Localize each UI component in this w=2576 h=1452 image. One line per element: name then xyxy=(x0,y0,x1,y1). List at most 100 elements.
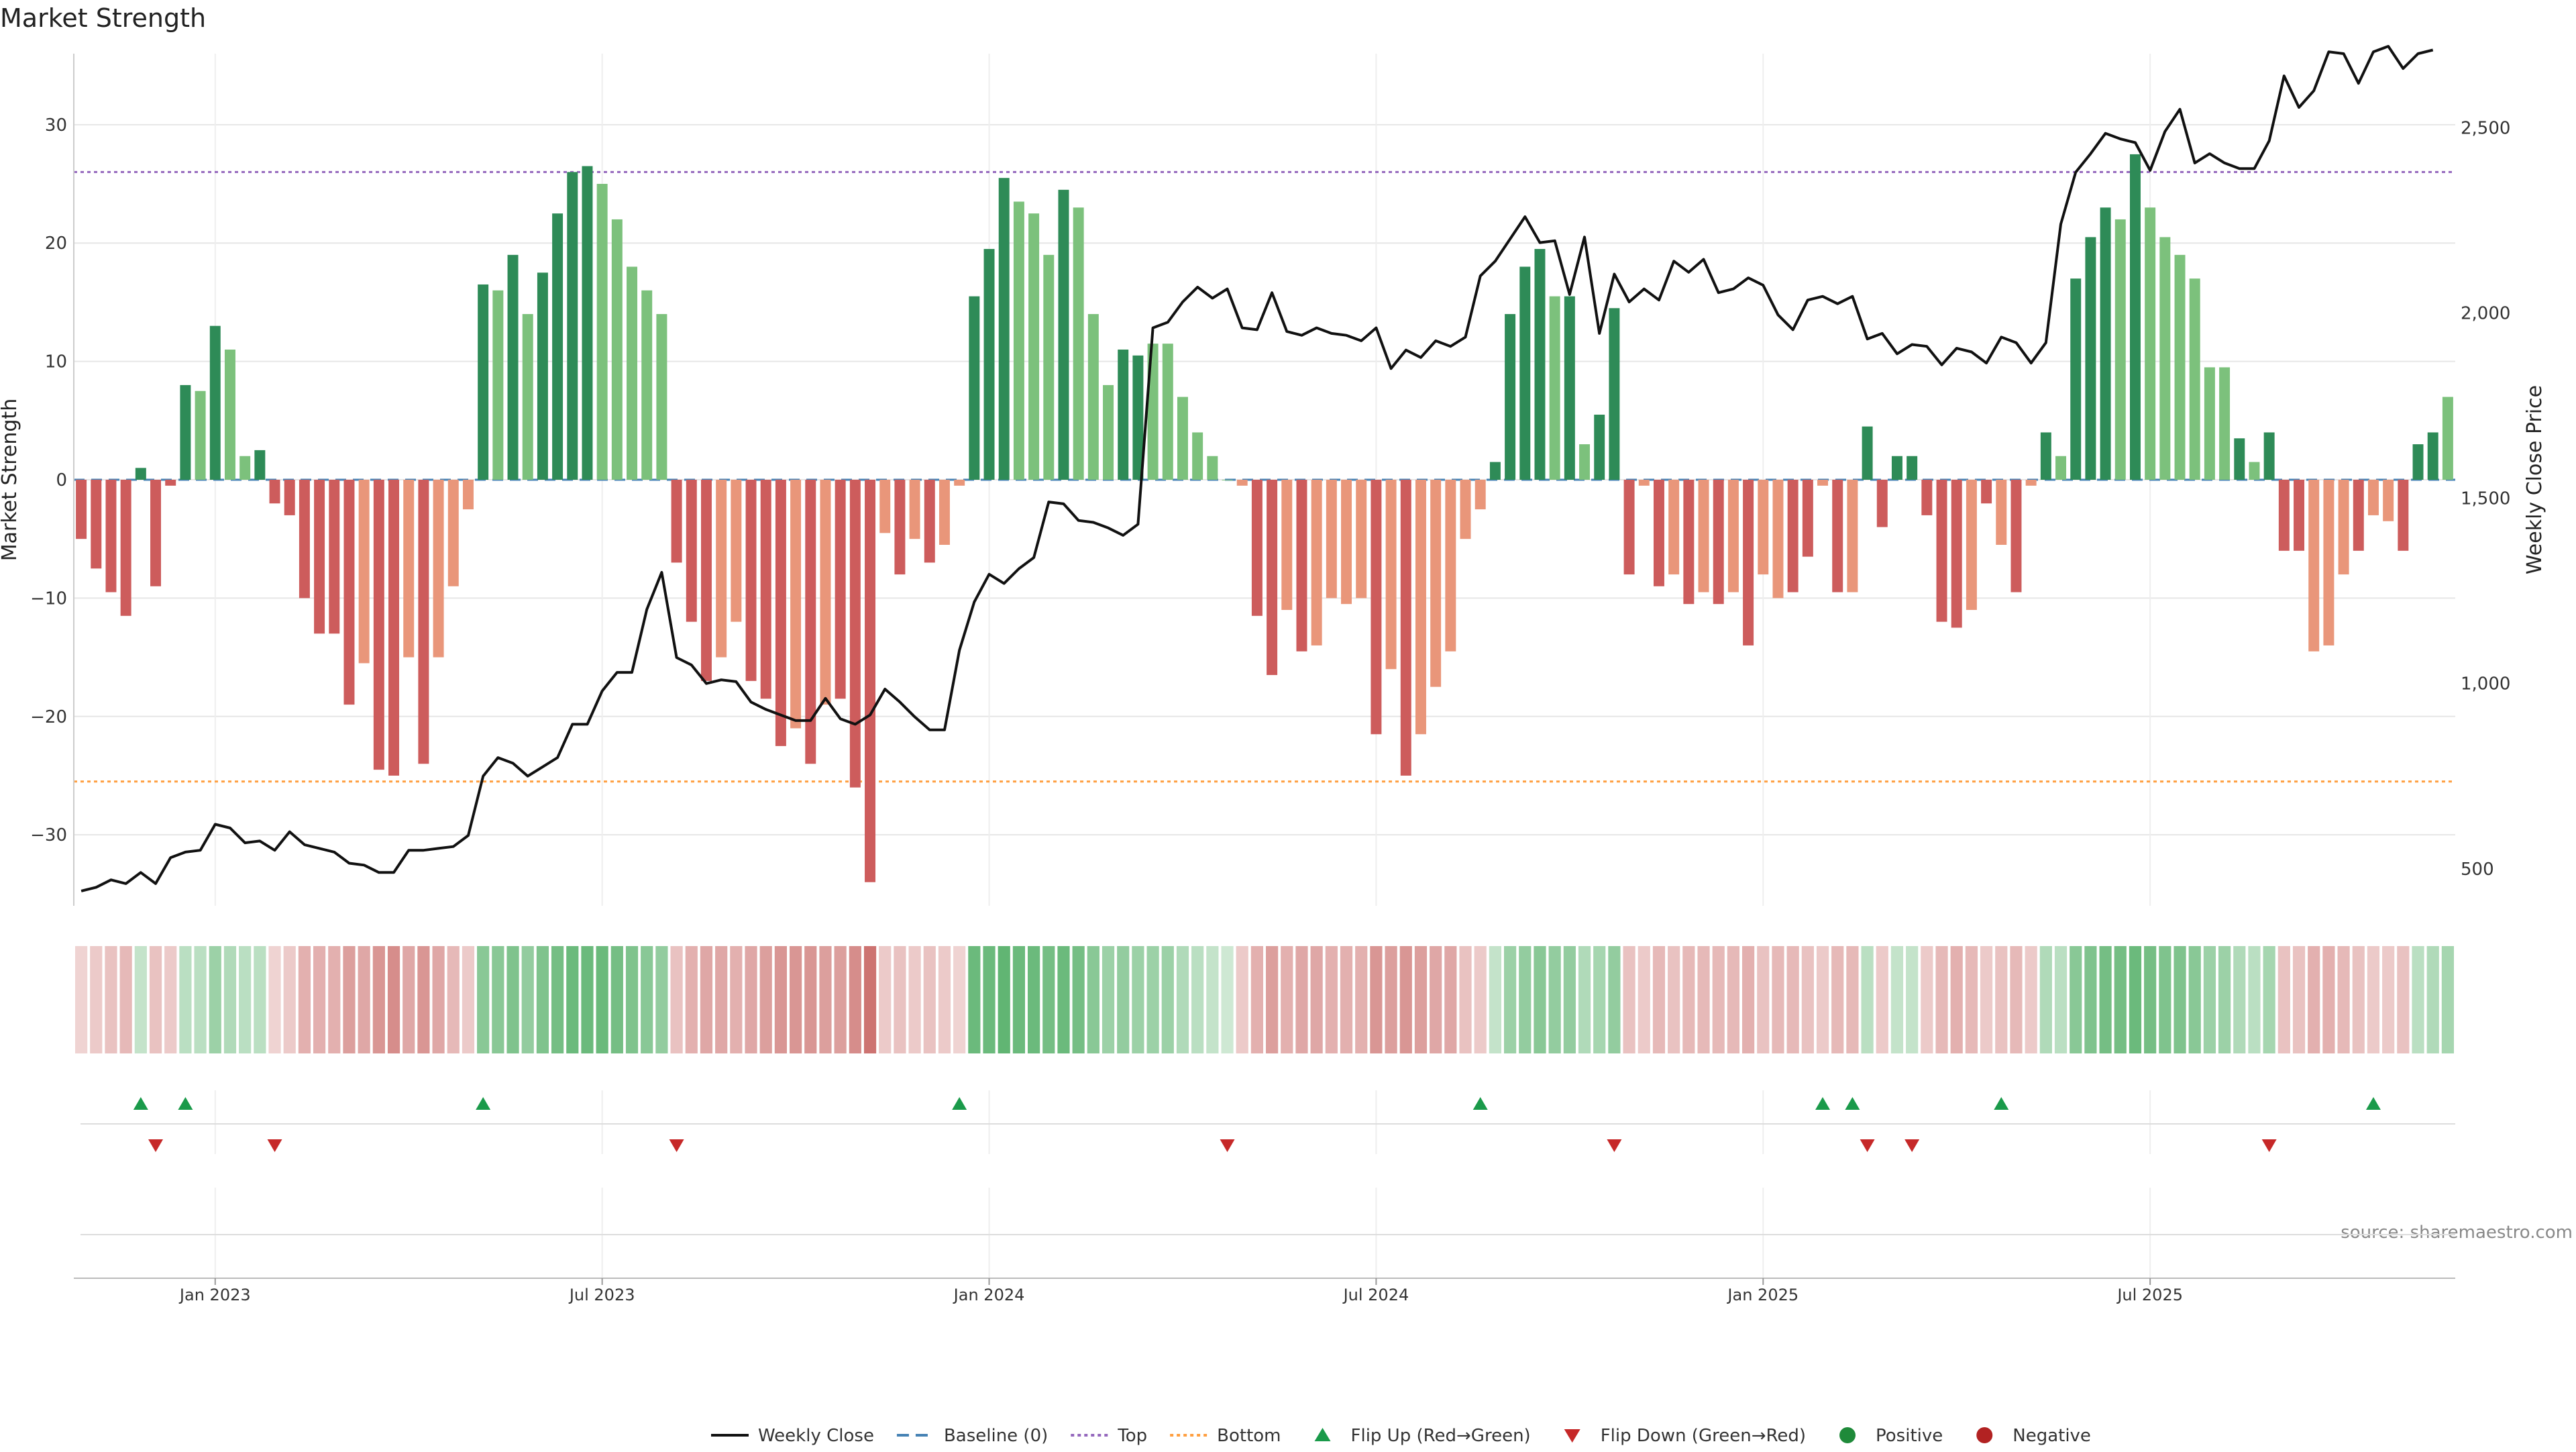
heat-cell xyxy=(209,946,221,1053)
heat-cell xyxy=(1712,946,1725,1053)
strength-bar xyxy=(1177,397,1188,480)
strength-bar xyxy=(1519,266,1531,480)
strength-bar xyxy=(2204,367,2215,480)
heat-cell xyxy=(789,946,802,1053)
heat-cell xyxy=(551,946,564,1053)
legend-swatch-tri-down xyxy=(1564,1429,1580,1443)
heat-cell xyxy=(1668,946,1680,1053)
heat-cell xyxy=(1965,946,1978,1053)
strength-bar xyxy=(195,391,206,480)
strength-bar xyxy=(2308,480,2320,652)
flip-up-marker xyxy=(1472,1097,1488,1110)
heat-cell xyxy=(655,946,668,1053)
heat-cell xyxy=(1950,946,1963,1053)
heat-cell xyxy=(1741,946,1755,1053)
heat-cell xyxy=(2441,946,2455,1053)
strength-bar xyxy=(2234,438,2245,480)
strength-bar xyxy=(1668,480,1680,575)
heat-cell xyxy=(1444,946,1457,1053)
legend-label: Flip Down (Green→Red) xyxy=(1601,1426,1806,1446)
x-axis: Jan 2023 Jul 2023 Jan 2024 Jul 2024 Jan 2025… xyxy=(74,1278,2455,1304)
heat-cell xyxy=(2084,946,2097,1053)
strength-bar xyxy=(1727,480,1739,592)
flip-down-marker xyxy=(669,1139,684,1152)
strength-bar xyxy=(1876,480,1888,527)
strength-bar xyxy=(1073,207,1084,480)
strength-bar xyxy=(343,480,355,705)
flip-up-marker xyxy=(178,1097,193,1110)
heat-cell xyxy=(625,946,639,1053)
legend-label: Flip Up (Red→Green) xyxy=(1351,1426,1531,1446)
heat-cell xyxy=(2397,946,2410,1053)
heat-cell xyxy=(968,946,981,1053)
chart-title: Market Strength xyxy=(0,3,206,33)
strength-bar xyxy=(388,480,400,776)
y-tick-label: −10 xyxy=(30,588,67,609)
strength-bar xyxy=(1638,480,1650,486)
strength-bar xyxy=(2249,462,2260,480)
heat-cell xyxy=(239,946,252,1053)
heat-cell xyxy=(923,946,936,1053)
flip-up-marker xyxy=(1815,1097,1831,1110)
heat-cell xyxy=(1146,946,1159,1053)
heat-cell xyxy=(2159,946,2171,1053)
flip-down-marker xyxy=(1607,1139,1622,1152)
legend-item: Negative xyxy=(1976,1426,2091,1446)
strength-bar xyxy=(938,480,950,546)
strength-bar xyxy=(1460,480,1471,539)
heat-cell xyxy=(1801,946,1814,1053)
legend-label: Weekly Close xyxy=(758,1426,874,1446)
heat-cell xyxy=(1652,946,1666,1053)
strength-bar xyxy=(2442,397,2453,480)
legend-item: Baseline (0) xyxy=(896,1426,1048,1446)
strength-bar xyxy=(2353,480,2364,551)
heat-cell xyxy=(1295,946,1308,1053)
strength-bar xyxy=(700,480,712,681)
strength-bar xyxy=(1192,432,1203,480)
strength-bar xyxy=(1981,480,1992,504)
strength-bar xyxy=(2427,432,2438,480)
strength-bar xyxy=(1087,314,1099,480)
heat-cell xyxy=(1593,946,1606,1053)
heat-cell xyxy=(2352,946,2365,1053)
strength-bar xyxy=(2010,480,2022,592)
strength-bar xyxy=(2129,154,2141,480)
heat-cell xyxy=(1935,946,1948,1053)
y-tick-label: −20 xyxy=(30,707,67,727)
strength-bar xyxy=(760,480,771,699)
strength-bar xyxy=(269,480,280,504)
heat-cell xyxy=(774,946,788,1053)
strength-bar xyxy=(879,480,891,533)
heat-cell xyxy=(908,946,921,1053)
strength-bar xyxy=(1951,480,1962,628)
heat-cell xyxy=(1921,946,1933,1053)
heat-cell xyxy=(1638,946,1650,1053)
heat-cell xyxy=(1161,946,1174,1053)
strength-bar xyxy=(983,249,995,480)
strength-bar xyxy=(671,480,682,563)
heat-cell xyxy=(1385,946,1397,1053)
x-tick-label: Jan 2023 xyxy=(178,1286,251,1304)
heat-cell xyxy=(1876,946,1888,1053)
flip-up-marker xyxy=(1845,1097,1860,1110)
heat-cell xyxy=(2129,946,2142,1053)
strength-bar xyxy=(299,480,310,599)
strength-bar xyxy=(1028,213,1040,480)
strength-bar xyxy=(1281,480,1293,611)
strength-bar xyxy=(314,480,325,634)
heat-cell xyxy=(1325,946,1338,1053)
strength-bar xyxy=(1921,480,1933,515)
strength-bar xyxy=(894,480,906,575)
flip-down-marker xyxy=(1220,1139,1235,1152)
heat-cell xyxy=(2382,946,2395,1053)
heat-cell xyxy=(849,946,861,1053)
heat-cell xyxy=(417,946,430,1053)
strength-bar xyxy=(433,480,444,658)
strength-bar xyxy=(1311,480,1322,645)
heat-cell xyxy=(879,946,892,1053)
heat-cell xyxy=(105,946,117,1053)
strength-bar xyxy=(1356,480,1367,599)
strength-bar xyxy=(1043,254,1055,480)
strength-bar xyxy=(537,272,548,480)
heat-cell xyxy=(745,946,757,1053)
